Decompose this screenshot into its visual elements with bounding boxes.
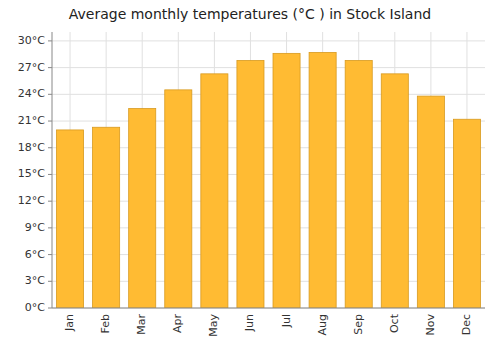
chart-title: Average monthly temperatures (°C ) in St… [69,6,431,22]
bar [273,53,300,308]
bar [381,74,408,308]
bars [57,52,481,308]
y-tick-label: 15°C [18,167,45,180]
bar [453,119,480,308]
y-tick-label: 18°C [18,141,45,154]
bar [93,127,120,308]
y-axis-line [52,32,53,308]
x-tick-label: Sep [352,314,365,335]
chart-svg: 0°C 3°C 6°C 9°C 12°C 15°C 18°C 21°C 24°C 27°C 30°C… [0,0,500,350]
bar [417,96,444,308]
y-tick-mark [48,94,52,95]
x-axis-line [52,308,485,309]
y-tick-label: 6°C [25,248,45,261]
x-tick-label: Oct [388,313,401,333]
x-tick-label: Aug [316,314,329,335]
bar [309,52,336,308]
chart-container: 0°C 3°C 6°C 9°C 12°C 15°C 18°C 21°C 24°C 27°C 30°C… [0,0,500,350]
y-tick-mark [48,174,52,175]
x-ticks: Jan Feb Mar Apr May Jun Jul Aug Sep Oct Nov Dec [63,313,473,336]
y-tick-label: 12°C [18,194,45,207]
y-grid-line [52,67,485,68]
y-tick-label: 0°C [25,301,45,314]
bar [201,74,228,308]
y-tick-label: 9°C [25,221,45,234]
y-tick-mark [48,281,52,282]
x-tick-label: Dec [460,314,473,335]
bar [165,90,192,308]
y-tick-mark [48,308,52,309]
y-tick-mark [48,201,52,202]
y-tick-label: 30°C [18,34,45,47]
x-tick-label: Mar [135,314,148,335]
x-tick-label: Apr [171,314,184,334]
bar [129,109,156,308]
y-tick-mark [48,227,52,228]
y-tick-mark [48,121,52,122]
y-tick-label: 21°C [18,114,45,127]
y-tick-label: 24°C [18,87,45,100]
bar [345,60,372,308]
y-tick-label: 27°C [18,61,45,74]
y-tick-mark [48,67,52,68]
y-tick-label: 3°C [25,274,45,287]
axes [52,32,485,308]
y-tick-mark [48,40,52,41]
x-tick-label: Jan [63,314,76,332]
y-grid-line [52,308,485,309]
x-tick-label: Jun [243,314,256,332]
x-tick-label: May [207,314,220,337]
x-tick-label: Nov [424,314,437,336]
y-tick-mark [48,147,52,148]
y-grid-line [52,40,485,41]
x-tick-label: Jul [280,314,293,328]
y-grid-line [52,94,485,95]
grid [52,32,485,308]
x-tick-label: Feb [99,314,112,333]
y-ticks: 0°C 3°C 6°C 9°C 12°C 15°C 18°C 21°C 24°C 27°C 30°C [18,34,52,314]
bar [57,130,84,308]
bar [237,60,264,308]
y-tick-mark [48,254,52,255]
